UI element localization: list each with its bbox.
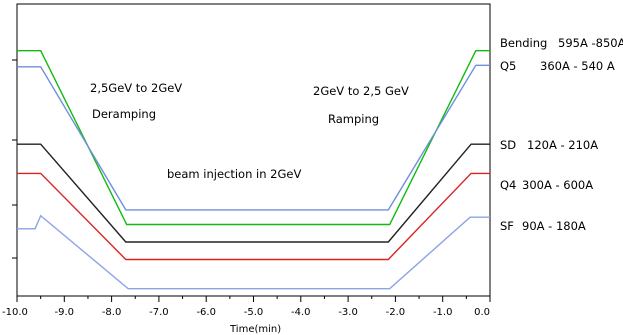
annotation-deramp-word: Deramping: [92, 107, 156, 121]
legend-name-q4: Q4: [500, 178, 516, 192]
x-tick-label: -2.0: [386, 307, 406, 318]
legend-range-q5: 360A - 540 A: [540, 59, 615, 73]
legend-range-sf: 90A - 180A: [522, 219, 586, 233]
annotation-ramp-word: Ramping: [328, 112, 379, 126]
legend-name-sf: SF: [500, 219, 514, 233]
x-tick-label: -5.0: [244, 307, 264, 318]
x-tick-label: -10.0: [2, 307, 28, 318]
legend-range-bending: 595A -850A: [558, 36, 623, 50]
legend-name-bending: Bending: [500, 36, 547, 50]
annotation-deramp-title: 2,5GeV to 2GeV: [90, 81, 182, 95]
x-tick-label: -8.0: [102, 307, 122, 318]
legend-name-sd: SD: [500, 138, 516, 152]
x-tick-label: -6.0: [196, 307, 216, 318]
legend-name-q5: Q5: [500, 59, 516, 73]
x-tick-label: -9.0: [55, 307, 75, 318]
series-line-bending: [17, 50, 490, 226]
legend: Bending 595A -850A Q5 360A - 540 A SD 12…: [500, 36, 623, 233]
x-tick-label: -4.0: [291, 307, 311, 318]
series-line-q5: [17, 64, 490, 211]
legend-range-sd: 120A - 210A: [527, 138, 598, 152]
x-tick-label: 0.0: [474, 307, 490, 318]
plot-frame: [16, 3, 491, 297]
annotation-ramp-title: 2GeV to 2,5 GeV: [313, 84, 409, 98]
x-axis-label: Time(min): [229, 324, 281, 335]
x-tick-label: -1.0: [433, 307, 453, 318]
series-line-sd: [17, 143, 490, 243]
series-line-sf: [17, 214, 490, 290]
x-tick-label: -3.0: [338, 307, 358, 318]
annotation-injection: beam injection in 2GeV: [167, 167, 301, 181]
x-ticks: -10.0 -9.0 -8.0 -7.0 -6.0 -5.0 -4.0 -3.0 -2.0 -1.…: [2, 296, 491, 318]
series-line-q4: [17, 172, 490, 261]
y-ticks: [12, 59, 17, 259]
legend-range-q4: 300A - 600A: [522, 178, 593, 192]
series-layer: [17, 50, 490, 290]
x-tick-label: -7.0: [149, 307, 169, 318]
